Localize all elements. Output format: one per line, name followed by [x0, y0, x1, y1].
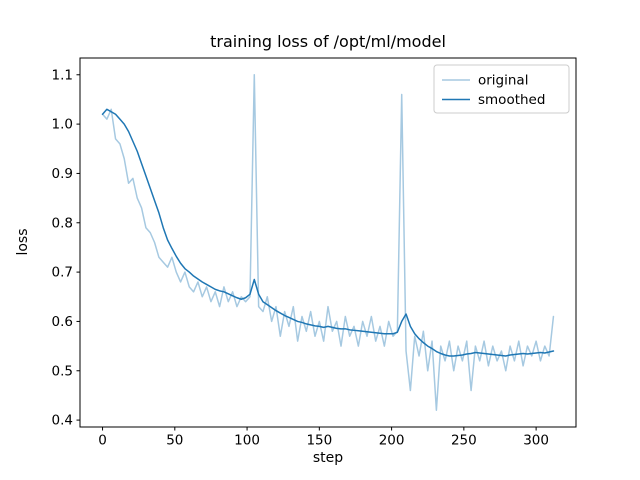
series-line-original — [101, 74, 555, 411]
y-tick-label: 0.6 — [52, 314, 73, 330]
x-tick-label: 150 — [306, 433, 332, 449]
y-tick-label: 0.4 — [52, 413, 73, 429]
axis-ticks: 0 50 100 150 200 250 300 0.4 0.5 0.6 0.7 0.8 0.9 1.0 1… — [52, 67, 549, 448]
x-tick-label: 100 — [234, 433, 260, 449]
axes-frame — [79, 57, 577, 428]
x-tick-label: 50 — [166, 433, 183, 449]
x-tick-label: 250 — [451, 433, 477, 449]
y-axis-label: loss — [15, 228, 31, 255]
legend: original smoothed — [433, 64, 570, 114]
y-tick-label: 0.9 — [52, 166, 73, 182]
y-tick-label: 1.0 — [52, 117, 73, 133]
x-tick-label: 200 — [379, 433, 405, 449]
y-tick-label: 1.1 — [52, 67, 73, 83]
y-tick-label: 0.8 — [52, 215, 73, 231]
y-tick-label: 0.5 — [52, 363, 73, 379]
chart-title: training loss of /opt/ml/model — [210, 32, 446, 51]
legend-label-original: original — [478, 73, 528, 89]
x-tick-label: 0 — [98, 433, 107, 449]
series-line-smoothed — [101, 108, 555, 357]
legend-label-smoothed: smoothed — [478, 92, 545, 108]
series-lines — [101, 74, 555, 411]
x-axis-label: step — [313, 450, 343, 466]
x-tick-label: 300 — [523, 433, 549, 449]
y-tick-label: 0.7 — [52, 265, 73, 281]
legend-frame — [433, 64, 570, 114]
